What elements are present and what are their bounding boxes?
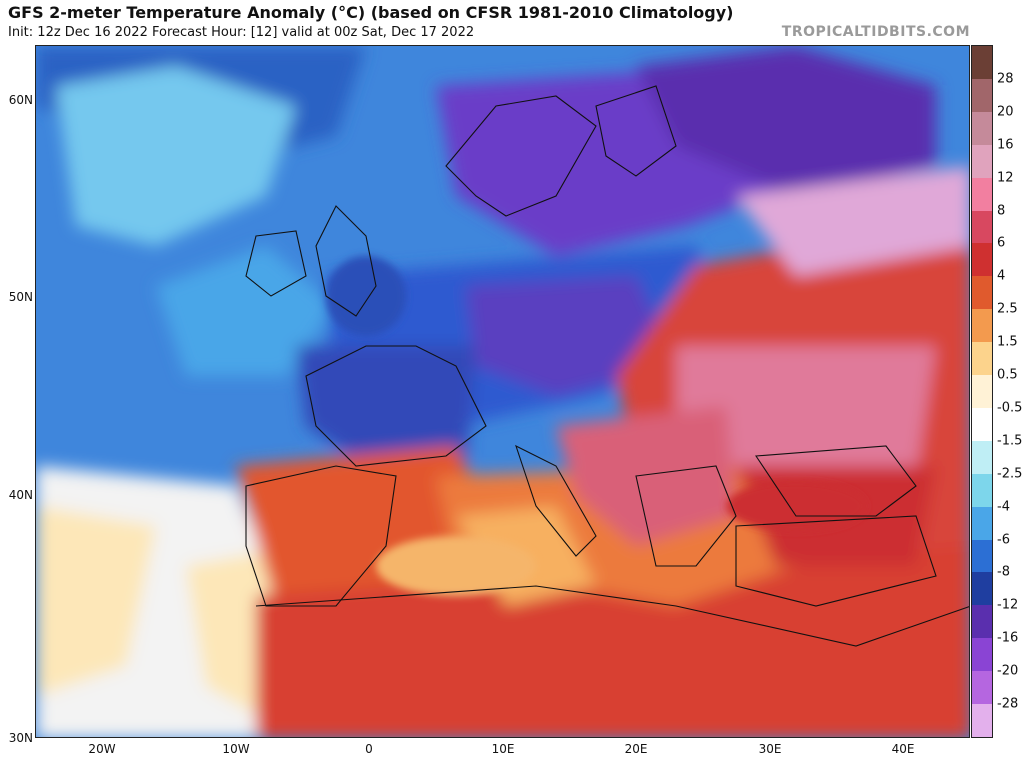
color-scale-segment xyxy=(972,78,992,113)
color-scale-label: 20 xyxy=(997,104,1014,120)
forecast-info: Init: 12z Dec 16 2022 Forecast Hour: [12… xyxy=(8,25,475,40)
lat-label: 50N xyxy=(8,290,33,304)
color-scale-label: -2.5 xyxy=(997,466,1023,482)
color-scale-segment xyxy=(972,407,992,442)
color-scale-segment xyxy=(972,46,992,80)
color-scale-segment xyxy=(972,111,992,146)
anomaly-map xyxy=(35,45,970,738)
color-scale-segment xyxy=(972,572,992,606)
lon-label: 10W xyxy=(222,742,250,756)
lat-label: 60N xyxy=(8,93,33,107)
color-scale-label: 28 xyxy=(997,71,1014,87)
color-scale-label: -1.5 xyxy=(997,433,1023,449)
lon-label: 10E xyxy=(491,742,515,756)
color-scale-label: 0.5 xyxy=(997,367,1018,383)
color-scale-segment xyxy=(972,243,992,277)
lon-label: 20W xyxy=(88,742,116,756)
lon-label: 40E xyxy=(891,742,915,756)
color-scale-label: 6 xyxy=(997,235,1006,251)
color-scale-segment xyxy=(972,210,992,244)
color-scale-label: -0.5 xyxy=(997,400,1023,416)
color-scale-segment xyxy=(972,177,992,211)
brand-watermark: TROPICALTIDBITS.COM xyxy=(781,24,970,40)
color-scale-segment xyxy=(972,276,992,310)
color-scale-label: 12 xyxy=(997,170,1014,186)
lon-label: 20E xyxy=(624,742,648,756)
color-scale-segment xyxy=(972,605,992,639)
color-scale-label: 4 xyxy=(997,268,1006,284)
lon-label: 30E xyxy=(758,742,782,756)
color-scale-label: -12 xyxy=(997,597,1019,613)
color-scale-segment xyxy=(972,539,992,573)
color-scale-label: -20 xyxy=(997,663,1019,679)
color-scale-label: 2.5 xyxy=(997,301,1018,317)
lat-label: 40N xyxy=(8,488,33,502)
color-scale-segment xyxy=(972,671,992,705)
chart-title: GFS 2-meter Temperature Anomaly (°C) (ba… xyxy=(8,3,734,22)
lat-label: 30N xyxy=(8,731,33,745)
color-scale-segment xyxy=(972,473,992,508)
color-scale-segment xyxy=(972,309,992,343)
color-scale-segment xyxy=(972,704,992,738)
color-scale-label: -6 xyxy=(997,532,1010,548)
color-scale-label: 8 xyxy=(997,203,1006,219)
color-scale-bar xyxy=(971,45,993,738)
color-scale-segment xyxy=(972,342,992,376)
color-scale-segment xyxy=(972,638,992,672)
color-scale-label: 1.5 xyxy=(997,334,1018,350)
coastlines xyxy=(245,85,969,647)
color-scale-label: -16 xyxy=(997,630,1019,646)
color-scale-segment xyxy=(972,440,992,475)
color-scale-segment xyxy=(972,506,992,541)
lon-label: 0 xyxy=(365,742,373,756)
color-scale-label: -28 xyxy=(997,696,1019,712)
color-scale-label: 16 xyxy=(997,137,1014,153)
anomaly-field xyxy=(36,46,969,737)
color-scale-label: -8 xyxy=(997,564,1010,580)
color-scale-label: -4 xyxy=(997,499,1010,515)
color-scale-segment xyxy=(972,375,992,409)
color-scale-segment xyxy=(972,144,992,179)
